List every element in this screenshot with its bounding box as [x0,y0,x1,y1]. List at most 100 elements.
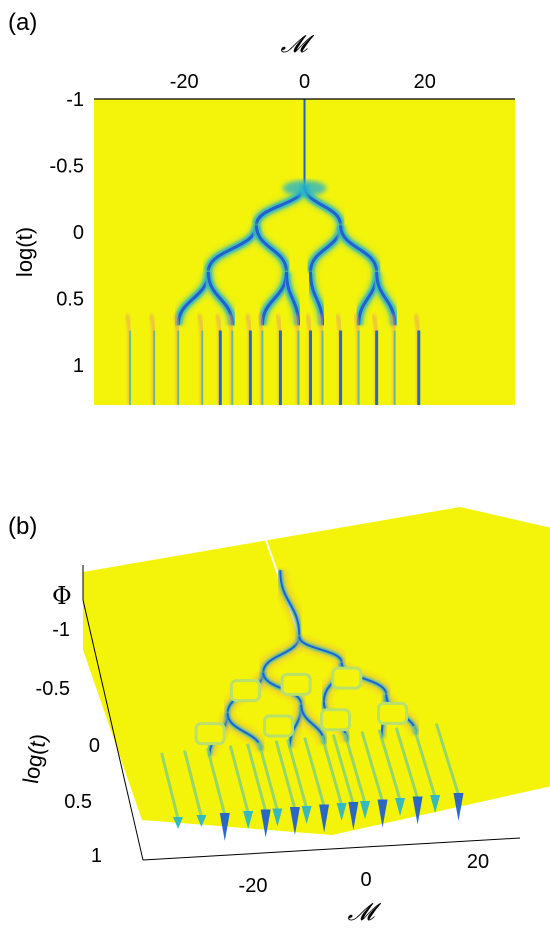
panel-b-xlabel: 𝓜 [348,898,382,926]
panel-a-xlabel: 𝓜 [281,30,315,58]
panel-b-spike [430,795,441,813]
panel-b-y-tick: -0.5 [36,678,70,700]
panel-b-x-tick: 0 [360,869,371,891]
panel-b-spike [196,815,207,827]
panel-b-line [377,729,402,801]
panel-a-final-line [214,313,223,405]
panel-a-final-line [316,313,326,405]
panel-b-line [286,739,309,809]
panel-a-x-tick: 0 [299,71,310,93]
panel-b-branch [292,633,349,665]
panel-a-x-tick: -20 [170,71,199,93]
panel-b-spike [412,796,423,825]
panel-b-line [360,731,384,802]
panel-a-final-line [226,313,235,405]
panel-b-spike [260,809,271,838]
panel-b-spike [348,802,359,830]
panel-b-spike [219,813,230,841]
panel-b-line [331,734,355,805]
panel-b-terrace [194,722,226,746]
panel-b-spike [453,793,464,821]
panel-b-terrace [280,672,312,696]
panel-a-final-line [256,313,265,405]
panel-b-features [160,540,460,820]
panel-b-label: (b) [8,513,37,540]
panel-b-line [303,737,326,807]
panel-b-terrace [229,679,261,703]
panel-b-line [412,725,437,798]
panel-b-spike [243,811,254,829]
panel-b-y-tick: 1 [91,845,102,867]
panel-a-final-line [147,313,157,405]
panel-b-line [183,750,203,818]
panel-b-terrace [262,714,294,738]
panel-b-y-axis [82,599,144,861]
panel-a-final-line [195,313,205,405]
panel-b-line [274,740,297,810]
panel-b-line [394,727,420,799]
panel-b-terrace [320,708,352,732]
panel-b-line [246,743,268,812]
panel-b-x-axis [142,837,521,861]
panel-b-spike [289,807,300,835]
panel-a-x-ticks: -20 0 20 [170,71,436,93]
panel-a-final-line [292,313,301,405]
panel-a-x-axis-label: 𝓜 [281,30,315,58]
panel-a-y-tick: 0 [73,222,84,244]
panel-b-line [205,747,227,816]
panel-b-spike [395,798,406,816]
panel-a-final-line [334,313,344,405]
panel-b-y-tick: 0.5 [64,791,92,813]
panel-b-y-ticks: -1 -0.5 0 0.5 1 [36,619,102,867]
panel-b-spikes [173,793,464,841]
panel-a-y-tick: 1 [73,355,84,377]
panel-a-final-line [352,313,362,405]
panel-b-y-tick: 0 [89,735,100,757]
panel-b-line [257,742,279,811]
panel-b-surface-plane [83,507,550,835]
panel-b-line [160,752,180,820]
panel-a-label: (a) [8,9,37,36]
panel-a-plot-area [94,99,515,405]
panel-a-final-line [304,313,314,405]
panel-a-y-tick: -1 [66,89,84,111]
panel-b-ylabel: log(t) [18,732,51,786]
panel-b-surface [83,507,550,841]
panel-b-branch [273,569,307,637]
panel-a-final-line [171,313,181,405]
panel-b-line [434,723,460,796]
panel-b-spike [272,808,283,827]
panel-b-line [320,735,344,806]
panel-b-x-tick: -20 [239,875,268,897]
panel-b-spike [319,804,330,833]
panel-b-x-tick: 20 [467,851,489,873]
panel-a-final-line [244,313,253,405]
panel-a-final-line [388,313,398,405]
panel-a-final-line [123,313,133,405]
panel-b-zlabel: Φ [52,582,72,610]
panel-a-ylabel: log(t) [12,227,37,277]
panel-a-final-line [412,313,422,405]
panel-b-terrace [331,666,363,690]
panel-a-final-line [370,313,380,405]
panel-a-y-ticks: -1 -0.5 0 0.5 1 [50,89,84,377]
panel-b-line [343,732,367,804]
panel-b-spike [377,799,388,828]
panel-a-y-tick: -0.5 [50,156,84,178]
panel-b-spike [336,803,347,821]
panel-a-branch [333,224,384,274]
panel-a-x-tick: 20 [414,71,436,93]
panel-a-y-tick: 0.5 [56,289,84,311]
panel-a-trunk-flare [282,180,327,197]
panel-b-spike [173,817,184,829]
panel-a-final-lines [123,313,422,405]
panel-b-x-ticks: -20 0 20 [239,851,490,897]
panel-b-y-tick: -1 [52,619,70,641]
panel-b-spike [301,806,312,824]
panel-b-line [228,745,250,814]
panel-b-terrace [377,701,409,725]
panel-b-spike [360,801,371,819]
panel-a-branch [249,224,294,273]
panel-a-final-line [274,313,283,405]
